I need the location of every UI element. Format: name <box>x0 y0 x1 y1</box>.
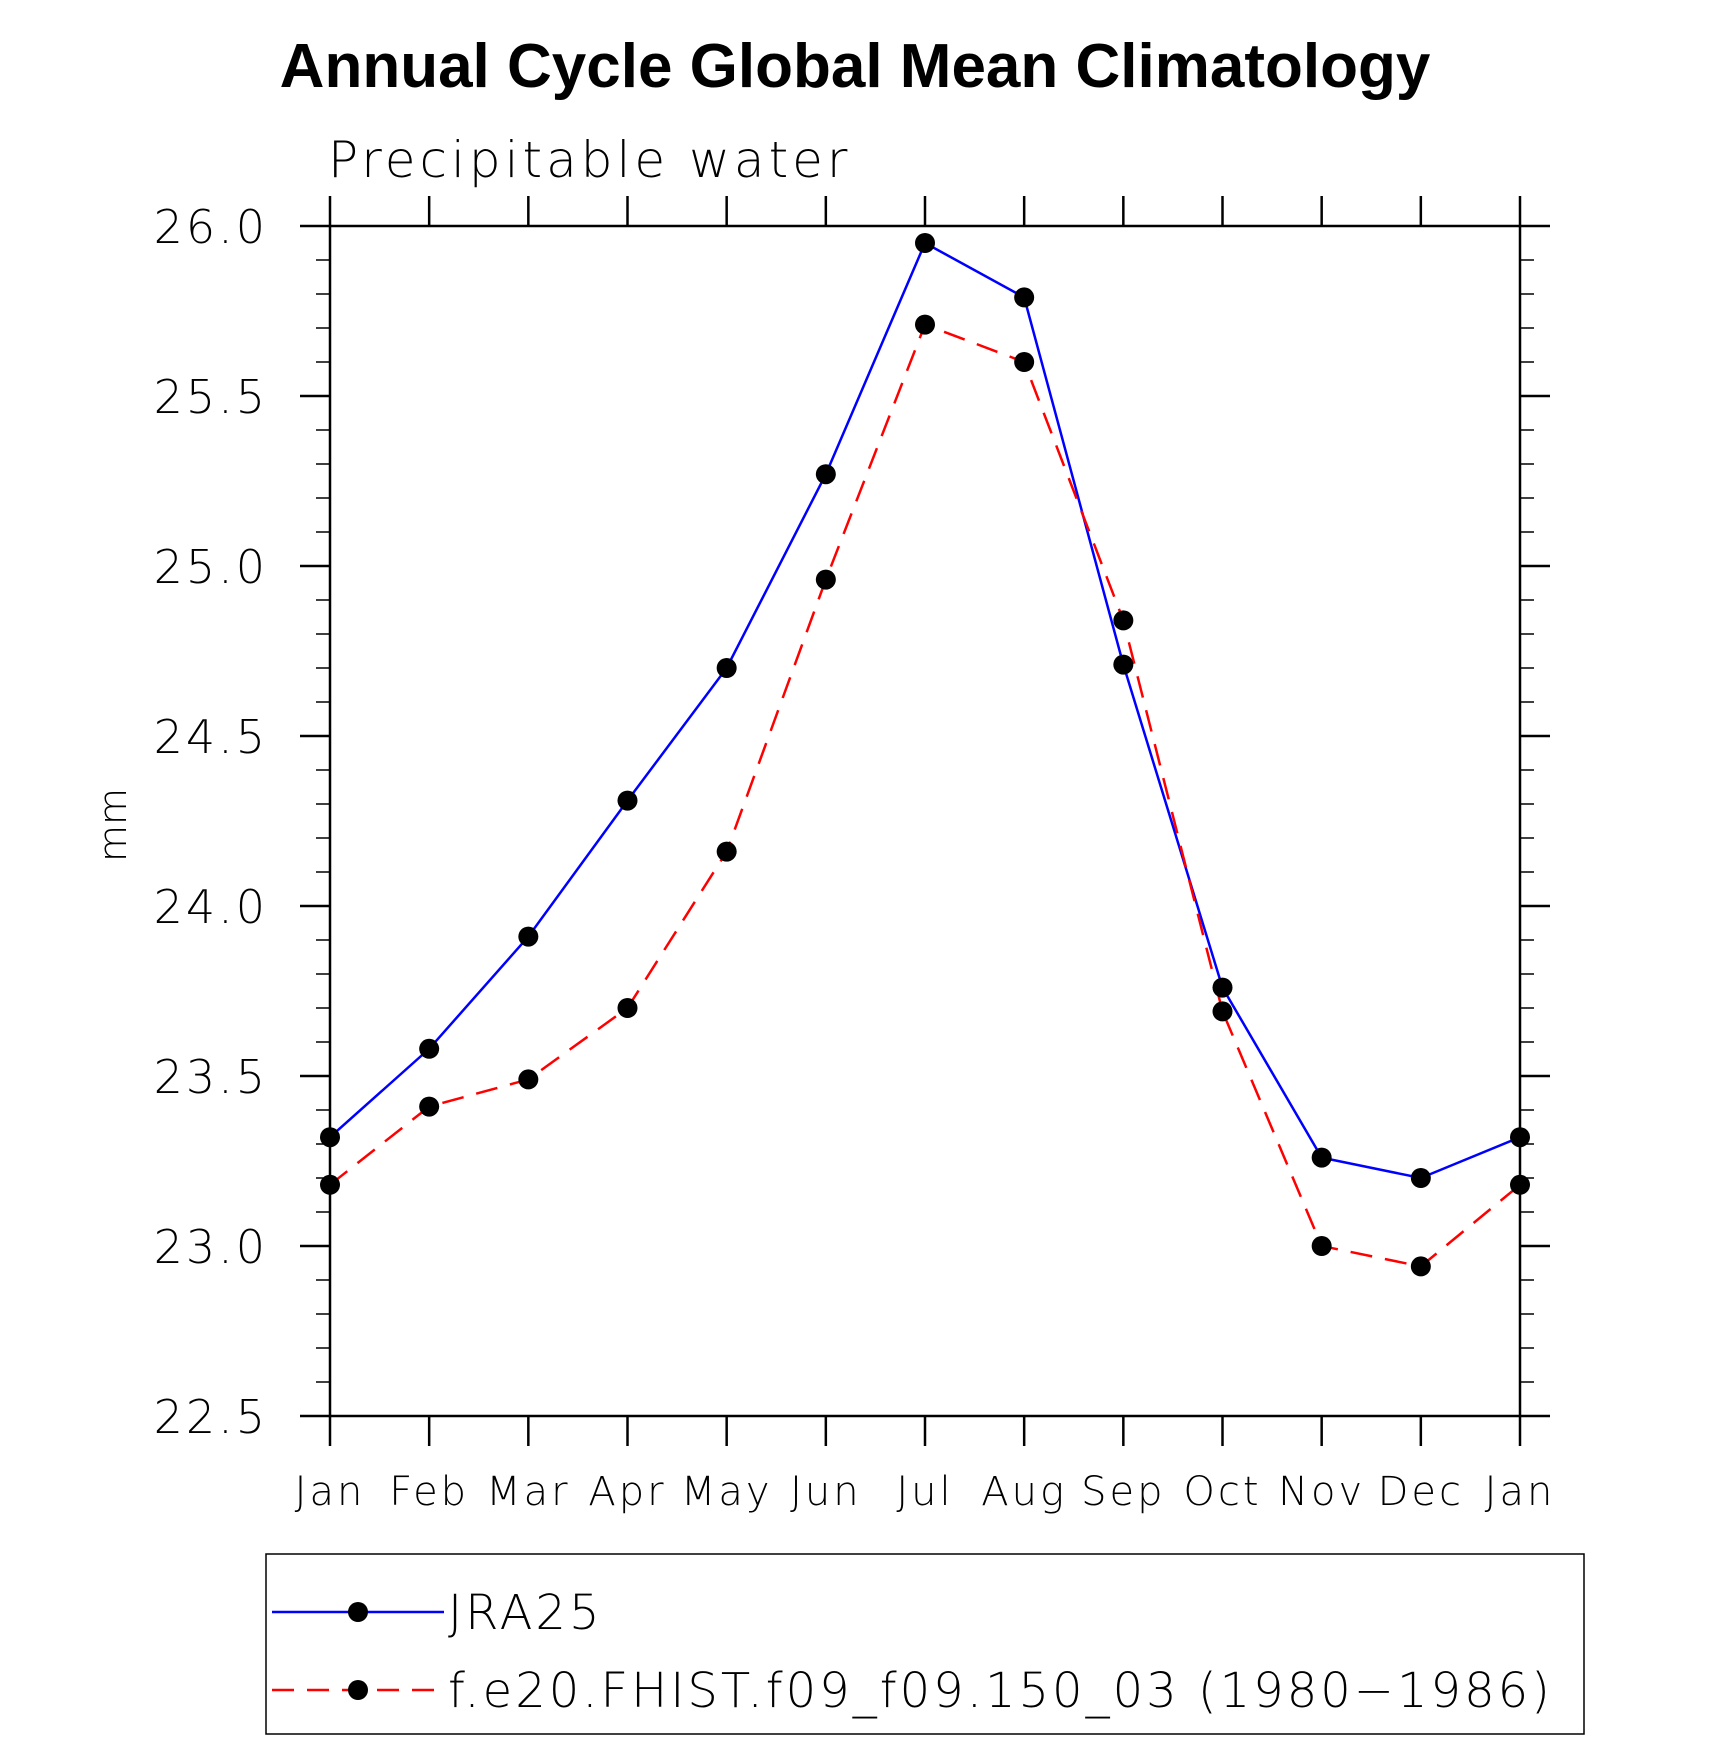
series-2-marker <box>1311 1236 1332 1256</box>
x-tick-label: Nov <box>1278 1469 1365 1515</box>
series-2-marker <box>915 314 935 335</box>
series-2-marker <box>518 1069 539 1090</box>
series-2-marker <box>1212 1001 1233 1022</box>
series-1-marker <box>419 1038 440 1059</box>
x-tick-label: May <box>681 1469 773 1515</box>
series-1-marker <box>617 790 638 811</box>
series-2-marker <box>1014 352 1035 372</box>
series-1-marker <box>1212 977 1233 998</box>
x-tick-label: Mar <box>486 1469 570 1515</box>
x-tick-label: Dec <box>1378 1469 1464 1515</box>
series-2-marker <box>815 569 836 590</box>
x-tick-label: Jan <box>1485 1469 1556 1515</box>
x-tick-labels: Jan Feb Mar Apr May Jun Jul Aug Sep Oct Nov Dec Jan <box>295 1469 1556 1515</box>
y-tick-label: 24.5 <box>154 710 268 764</box>
series-1-marker <box>815 464 836 485</box>
series-line-1 <box>329 241 1521 1180</box>
plot-frame <box>328 224 1522 1418</box>
x-tick-label: Feb <box>389 1469 469 1515</box>
y-tick-label: 26.0 <box>154 200 268 254</box>
series-2-marker <box>617 998 638 1018</box>
series-1-marker <box>1014 287 1035 308</box>
series-1-marker <box>1410 1168 1431 1188</box>
x-tick-label: Aug <box>981 1469 1067 1515</box>
y-tick-label: 24.0 <box>154 880 268 934</box>
y-tick-label: 25.5 <box>154 370 268 424</box>
x-tick-label: Jun <box>790 1469 862 1515</box>
series-1-marker <box>1311 1147 1332 1168</box>
legend-label-1: JRA25 <box>448 1585 602 1641</box>
chart-title: Annual Cycle Global Mean Climatology <box>280 32 1431 101</box>
y-tick-label: 25.0 <box>154 540 268 594</box>
series-line-2 <box>329 322 1521 1268</box>
y-tick-label: 22.5 <box>154 1390 268 1444</box>
series-1-marker <box>915 233 935 253</box>
axis-ticks <box>300 196 1550 1446</box>
series-2-marker <box>716 841 737 862</box>
data-series <box>320 233 1530 1277</box>
legend: JRA25 f.e20.FHIST.f09_f09.150_03 (1980−19… <box>265 1553 1585 1735</box>
x-tick-label: Apr <box>588 1469 666 1515</box>
series-2-marker <box>1410 1256 1431 1277</box>
legend-marker-1 <box>348 1602 368 1622</box>
x-tick-label: Oct <box>1183 1469 1261 1515</box>
series-2-marker <box>419 1096 440 1117</box>
x-tick-label: Sep <box>1081 1469 1165 1515</box>
y-tick-labels: 22.5 23.0 23.5 24.0 24.5 25.0 25.5 26.0 <box>154 200 268 1444</box>
series-2-marker <box>1113 610 1134 631</box>
series-1-marker <box>716 658 737 678</box>
x-tick-label: Jan <box>295 1469 366 1515</box>
legend-label-2: f.e20.FHIST.f09_f09.150_03 (1980−1986) <box>448 1663 1553 1719</box>
series-1-marker <box>1113 654 1134 675</box>
chart-subtitle: Precipitable water <box>328 131 852 189</box>
series-1-marker <box>518 926 539 947</box>
x-tick-label: Jul <box>896 1469 953 1515</box>
y-axis-label: mm <box>91 788 135 862</box>
legend-marker-2 <box>348 1680 368 1700</box>
legend-box <box>265 1553 1585 1735</box>
y-tick-label: 23.0 <box>154 1220 268 1274</box>
y-tick-label: 23.5 <box>154 1050 268 1104</box>
